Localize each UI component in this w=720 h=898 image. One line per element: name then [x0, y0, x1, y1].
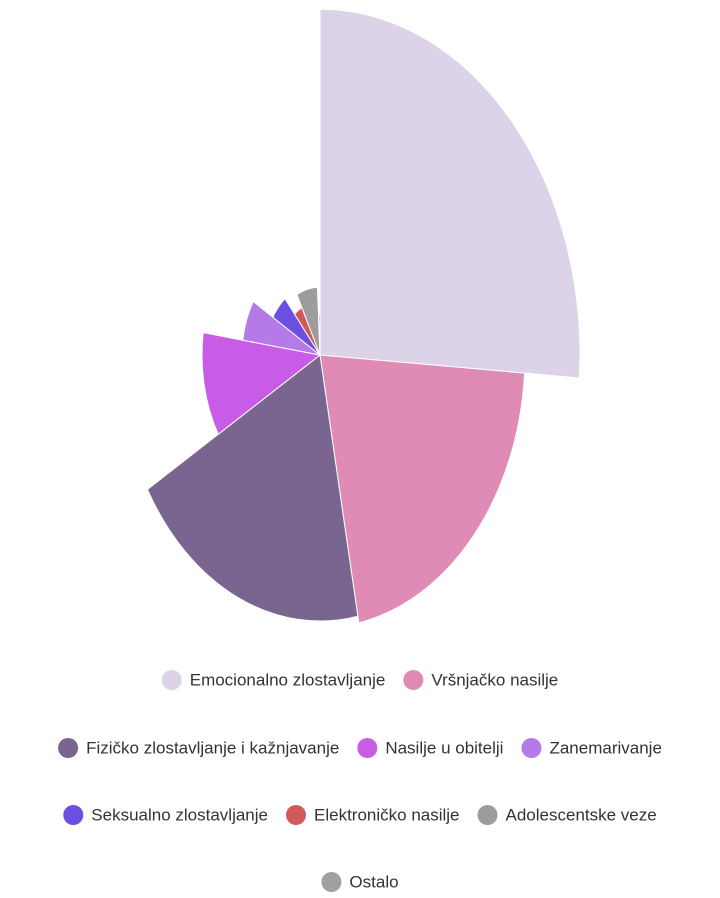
legend-item: Fizičko zlostavljanje i kažnjavanje [58, 738, 339, 758]
legend-label: Nasilje u obitelji [385, 738, 503, 757]
legend-item: Elektroničko nasilje [286, 805, 460, 825]
legend-symbol [58, 738, 79, 758]
slice [201, 332, 322, 436]
legend-label: Fizičko zlostavljanje i kažnjavanje [86, 738, 339, 757]
slice [242, 300, 321, 356]
legend-label: Vršnjačko nasilje [431, 670, 558, 689]
legend-symbol [357, 738, 378, 758]
legend-symbol [161, 670, 182, 690]
legend-symbol [63, 805, 84, 825]
legend-symbol [477, 805, 498, 825]
legend-label: Ostalo [349, 872, 398, 891]
legend-item: Adolescentske veze [477, 805, 657, 825]
legend-symbol [321, 872, 342, 892]
slice [317, 314, 321, 356]
legend-label: Seksualno zlostavljanje [91, 805, 268, 824]
legend-item: Seksualno zlostavljanje [63, 805, 268, 825]
legend-item: Zanemarivanje [521, 738, 662, 758]
legend-item: Vršnjačko nasilje [403, 670, 558, 690]
legend-label: Zanemarivanje [549, 738, 661, 757]
slice [272, 297, 321, 356]
slice [296, 286, 321, 356]
legend-label: Emocionalno zlostavljanje [190, 670, 386, 689]
slice [319, 8, 581, 379]
legend-item: Emocionalno zlostavljanje [161, 670, 386, 690]
legend-label: Elektroničko nasilje [314, 805, 460, 824]
slice [146, 354, 359, 622]
legend-item: Ostalo [321, 872, 399, 892]
legend-symbol [286, 805, 306, 825]
legend-label: Adolescentske veze [506, 805, 657, 824]
legend-symbol [521, 738, 542, 758]
legend-item: Nasilje u obitelji [357, 738, 503, 758]
slice [319, 354, 526, 624]
legend-symbol [403, 670, 424, 690]
